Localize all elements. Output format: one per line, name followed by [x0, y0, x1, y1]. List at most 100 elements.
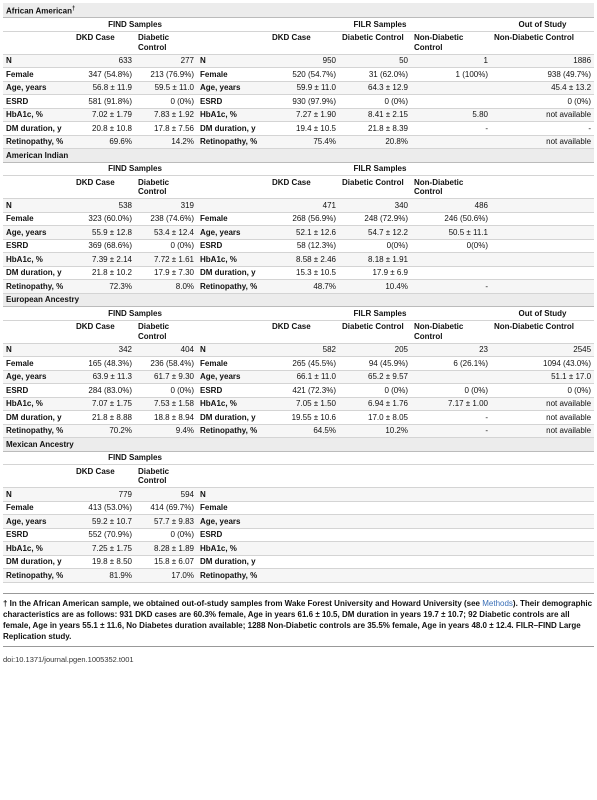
data-row: N 779 594 N	[3, 487, 595, 502]
cell	[411, 135, 491, 150]
footnote-text: † In the African American sample, we obt…	[3, 598, 483, 608]
cell: 268 (56.9%)	[269, 212, 339, 227]
column-label: Non-Diabetic Control	[494, 33, 574, 43]
cell	[197, 17, 269, 32]
row-label: Female	[197, 501, 269, 516]
column-label: Diabetic Control	[138, 33, 170, 52]
cell	[339, 487, 411, 502]
cell: 10.2%	[339, 424, 411, 439]
data-row: HbA1c, % 7.02 ± 1.79 7.83 ± 1.92 HbA1c, % 7.…	[3, 108, 595, 123]
row-label: Age, years	[197, 370, 269, 385]
group-row: FIND Samples FILR Samples Out of Study	[3, 17, 595, 32]
cell: 7.07 ± 1.75	[73, 397, 135, 412]
group-label: FIND Samples	[108, 164, 162, 174]
cell: 53.4 ± 12.4	[135, 225, 197, 240]
column-header: Non-Diabetic Control	[411, 175, 491, 200]
group-label: FILR Samples	[353, 308, 407, 318]
column-header: Non-Diabetic Control	[411, 31, 491, 55]
cell: 471	[269, 198, 339, 213]
column-header: DKD Case	[73, 464, 135, 489]
cell	[491, 514, 595, 529]
column-label: Diabetic Control	[342, 177, 404, 187]
cell: 7.17 ± 1.00	[411, 397, 491, 412]
cell: 9.4%	[135, 424, 197, 439]
cell: 50.5 ± 11.1	[411, 225, 491, 240]
cell: 56.8 ± 11.9	[73, 81, 135, 96]
data-row: Female 323 (60.0%) 238 (74.6%) Female 268 (5…	[3, 212, 595, 227]
footnote-text: ). Their demographic characteristics are…	[3, 598, 593, 641]
cell	[411, 81, 491, 96]
cell	[197, 306, 269, 321]
data-row: HbA1c, % 7.07 ± 1.75 7.53 ± 1.58 HbA1c, % 7.…	[3, 397, 595, 412]
data-row: Age, years 63.9 ± 11.3 61.7 ± 9.30 Age, yea…	[3, 370, 595, 385]
row-label: Age, years	[3, 225, 73, 240]
cell: 20.8%	[339, 135, 411, 150]
methods-link[interactable]: Methods	[482, 598, 513, 608]
cell	[491, 487, 595, 502]
cell: 64.5%	[269, 424, 339, 439]
group-header	[269, 451, 491, 466]
cell: 8.58 ± 2.46	[269, 252, 339, 267]
row-label: DM duration, y	[197, 555, 269, 570]
cell: 265 (45.5%)	[269, 356, 339, 371]
cell	[411, 528, 491, 543]
column-header	[197, 175, 269, 200]
column-header-row: DKD Case Diabetic Control	[3, 464, 595, 489]
cell	[3, 320, 73, 344]
data-row: Age, years 55.9 ± 12.8 53.4 ± 12.4 Age, yea…	[3, 225, 595, 240]
cell	[411, 568, 491, 583]
row-label: HbA1c, %	[3, 108, 73, 123]
cell	[269, 555, 339, 570]
cell	[3, 162, 73, 177]
cell: 8.18 ± 1.91	[339, 252, 411, 267]
cell: 8.41 ± 2.15	[339, 108, 411, 123]
row-label: Female	[3, 212, 73, 227]
doi: doi:10.1371/journal.pgen.1005352.t001	[3, 654, 134, 664]
cell: 69.6%	[73, 135, 135, 150]
row-label: Age, years	[3, 370, 73, 385]
row-label: Female	[197, 212, 269, 227]
cell: 15.3 ± 10.5	[269, 266, 339, 281]
row-label: Retinopathy, %	[3, 424, 73, 439]
column-label: Diabetic Control	[138, 466, 170, 486]
column-label: DKD Case	[76, 33, 115, 43]
cell: 58 (12.3%)	[269, 239, 339, 254]
cell	[3, 464, 73, 489]
data-row: ESRD 369 (68.6%) 0 (0%) ESRD 58 (12.3%) 0(0%)…	[3, 239, 595, 254]
group-header: FIND Samples	[73, 17, 197, 32]
cell: -	[411, 424, 491, 439]
group-header: Out of Study	[491, 306, 595, 321]
cell	[411, 501, 491, 516]
cell: 6 (26.1%)	[411, 356, 491, 371]
cell: 19.55 ± 10.6	[269, 410, 339, 425]
cell: 7.72 ± 1.61	[135, 252, 197, 267]
cell: 23	[411, 343, 491, 358]
cell: 15.8 ± 6.07	[135, 555, 197, 570]
cell: 594	[135, 487, 197, 502]
cell: 0 (0%)	[411, 383, 491, 398]
group-row: FIND Samples FILR Samples	[3, 162, 595, 177]
cell: 18.8 ± 8.94	[135, 410, 197, 425]
cell: 19.4 ± 10.5	[269, 121, 339, 136]
column-header: Diabetic Control	[339, 320, 411, 344]
cell: 0 (0%)	[491, 94, 595, 109]
cell: 63.9 ± 11.3	[73, 370, 135, 385]
column-header	[197, 31, 269, 55]
cell: 0(0%)	[411, 239, 491, 254]
row-label: Retinopathy, %	[197, 135, 269, 150]
cell: 7.83 ± 1.92	[135, 108, 197, 123]
cell	[3, 306, 73, 321]
cell: 7.02 ± 1.79	[73, 108, 135, 123]
cell	[491, 568, 595, 583]
cell: 65.2 ± 9.57	[339, 370, 411, 385]
row-label: HbA1c, %	[3, 541, 73, 556]
cell: 248 (72.9%)	[339, 212, 411, 227]
row-label: Female	[3, 501, 73, 516]
column-header: Diabetic Control	[339, 175, 411, 200]
cell: 8.0%	[135, 279, 197, 294]
cell: 59.5 ± 11.0	[135, 81, 197, 96]
column-label: Non-Diabetic Control	[414, 33, 464, 52]
cell: 51.1 ± 17.0	[491, 370, 595, 385]
row-label: ESRD	[197, 528, 269, 543]
cell: 7.25 ± 1.75	[73, 541, 135, 556]
